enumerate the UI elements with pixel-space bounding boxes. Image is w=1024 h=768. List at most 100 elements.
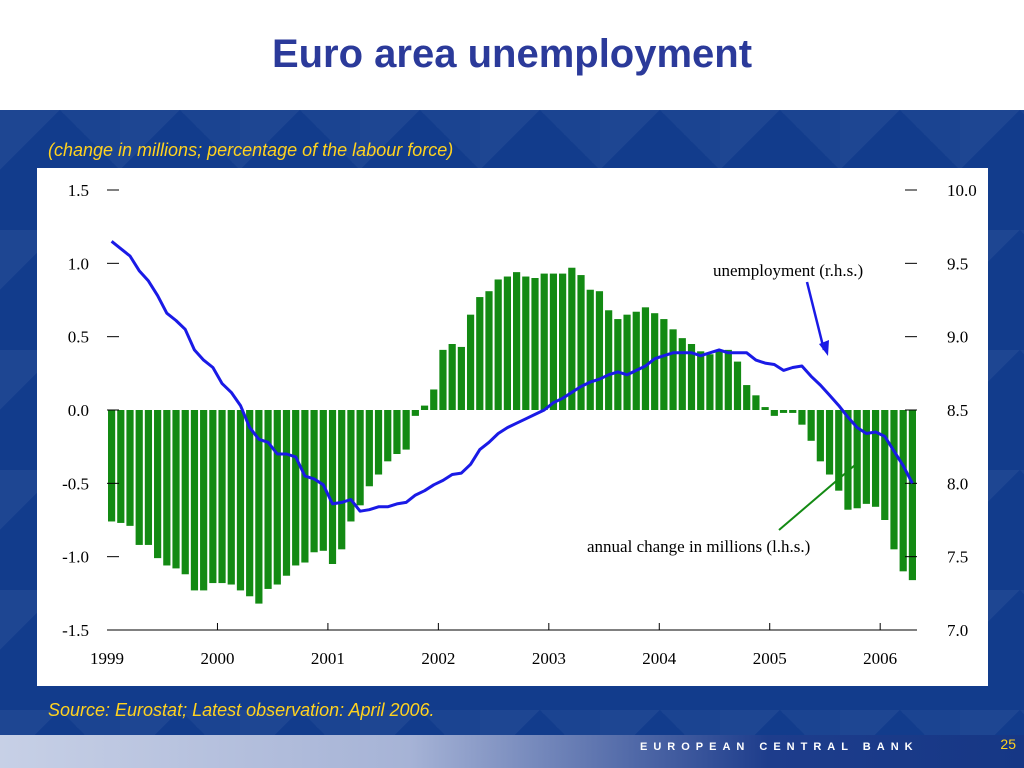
bar [871,410,880,507]
y-right-tick-label: 7.5 [947,548,968,567]
bar [282,410,291,576]
bar [457,346,465,410]
slide-title: Euro area unemployment [271,32,753,76]
labels-layer: 1.5 1.0 0.5 0.0 -0.5 -1.0 -1.5 10.0 9.5 9.0 8.5 8.0… [62,181,977,668]
bar [338,410,346,550]
y-left-tick-label: 0.5 [68,328,89,347]
bar [393,410,401,454]
y-left-tick-label: 1.0 [68,254,89,273]
x-tick-label: 2000 [200,649,234,668]
bar [779,410,788,413]
bar [595,291,604,410]
bar [899,410,907,572]
y-right-tick-label: 9.5 [947,254,968,273]
y-left-tick-label: -0.5 [62,474,89,493]
bar [273,410,281,585]
bar [715,351,723,410]
bar [365,410,373,487]
bar [347,410,355,522]
unemployment-line [110,240,914,513]
page-number: 25 [1000,736,1016,752]
bar [862,410,870,504]
bar [651,313,659,410]
bar [605,310,613,410]
bar [301,410,309,563]
y-left-tick-label: 0.0 [68,401,89,420]
x-tick-label: 2006 [863,649,897,668]
bar [669,329,677,410]
bar [117,410,125,523]
bar [614,319,622,410]
bar [420,405,429,410]
x-tick-label: 2005 [753,649,787,668]
unemployment-chart: 1.5 1.0 0.5 0.0 -0.5 -1.0 -1.5 10.0 9.5 9.0 8.5 8.0… [62,181,977,668]
bar [163,410,171,566]
x-tick-label: 1999 [90,649,124,668]
bar [126,410,134,526]
footer-bank-name: EUROPEAN CENTRAL BANK [640,741,919,753]
bar [531,278,539,410]
line-annotation-arrowhead [819,340,829,356]
y-right-tick-label: 8.5 [947,401,968,420]
chart-subtitle: (change in millions; percentage of the l… [48,140,454,160]
bar [402,410,410,450]
bar [540,273,548,410]
bar [246,410,254,597]
bar [466,314,475,410]
bar [485,291,493,410]
x-tick-label: 2003 [532,649,566,668]
bar [807,410,815,441]
y-left-tick-label: -1.0 [62,548,89,567]
bar [825,410,834,475]
bar [200,410,208,591]
bar [236,410,245,591]
bar [632,311,640,410]
bar [172,410,180,569]
annotation-layer: unemployment (r.h.s.) annual change in m… [587,261,863,556]
bar [448,344,456,410]
bar [439,349,447,410]
bar [384,410,392,462]
bar [586,289,594,410]
bar [853,410,861,509]
bar [310,410,318,553]
y-left-tick-label: 1.5 [68,181,89,200]
bar [135,410,143,545]
bars-layer [108,267,916,604]
line-layer [110,240,914,513]
y-left-tick-label: -1.5 [62,621,89,640]
axes-layer [107,189,917,631]
y-right-tick-label: 7.0 [947,621,968,640]
chart-panel: 1.5 1.0 0.5 0.0 -0.5 -1.0 -1.5 10.0 9.5 9.0 8.5 8.0… [37,168,988,686]
bar [678,338,686,410]
bar [190,410,199,591]
bar [798,410,806,425]
bar [218,410,226,584]
bar [697,351,705,410]
bar [494,279,502,410]
bar [568,267,576,410]
bar [181,410,189,575]
bar [844,410,852,510]
bar-annotation-label: annual change in millions (l.h.s.) [587,537,810,556]
source-note: Source: Eurostat; Latest observation: Ap… [48,700,435,720]
bar [255,410,263,604]
bar [733,361,742,410]
bar-annotation-arrow [778,464,856,531]
bar [577,275,585,410]
bar [770,410,778,416]
bar [559,273,567,410]
bar [549,273,558,410]
bar [503,276,511,410]
bar [789,410,797,413]
y-right-tick-label: 10.0 [947,181,977,200]
bar [476,297,484,410]
bar [108,410,116,522]
bar [835,410,843,491]
bar [890,410,898,550]
bar [816,410,824,462]
bar [908,410,916,581]
y-right-tick-label: 8.0 [947,474,968,493]
x-tick-label: 2002 [421,649,455,668]
x-tick-label: 2001 [311,649,345,668]
